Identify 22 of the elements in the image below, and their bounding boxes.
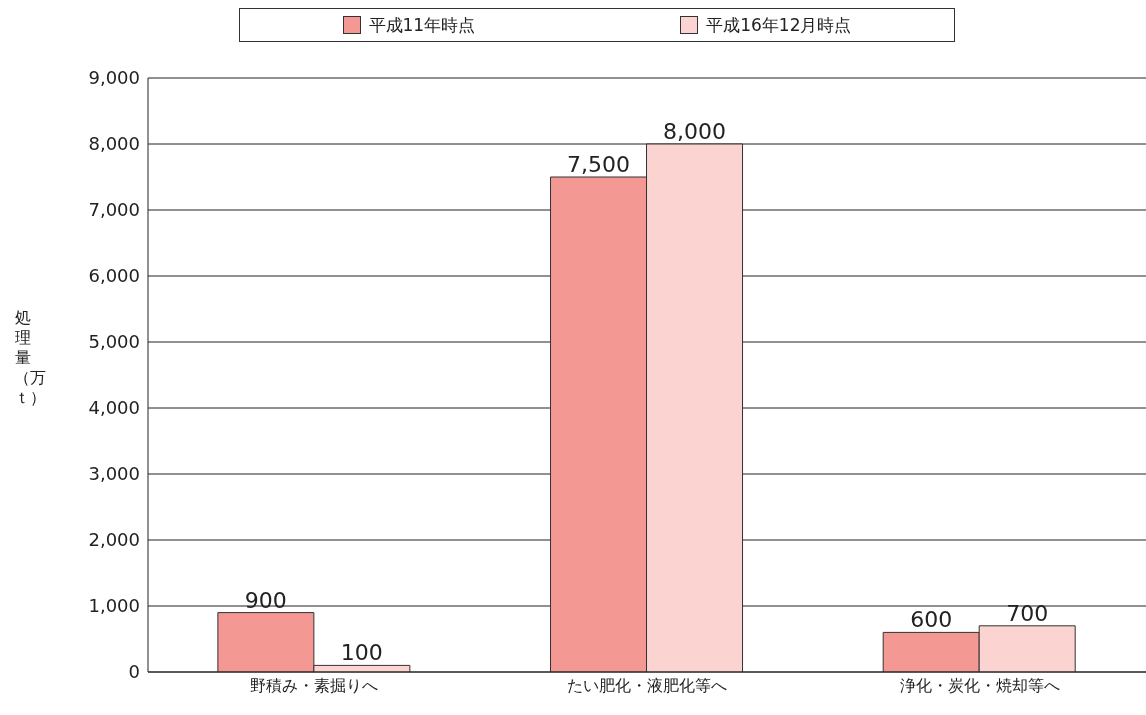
y-tick-label: 1,000 bbox=[88, 595, 140, 617]
y-tick-label: 3,000 bbox=[88, 463, 140, 485]
data-label: 900 bbox=[244, 587, 287, 613]
y-tick-label: 6,000 bbox=[88, 265, 140, 287]
y-tick-label: 5,000 bbox=[88, 331, 140, 353]
data-label: 100 bbox=[340, 640, 383, 666]
y-tick-label: 2,000 bbox=[88, 529, 140, 551]
x-tick-label: 野積み・素掘りへ bbox=[250, 676, 379, 696]
y-tick-label: 7,000 bbox=[88, 199, 140, 221]
legend-label: 平成11年時点 bbox=[367, 13, 476, 37]
y-tick-label: 0 bbox=[128, 661, 140, 683]
legend-label: 平成16年12月時点 bbox=[705, 13, 852, 37]
y-tick-label: 8,000 bbox=[88, 133, 140, 155]
y-tick-label: 9,000 bbox=[88, 67, 140, 89]
y-axis-title: 処理量（万ｔ） bbox=[14, 308, 46, 408]
x-tick-label: たい肥化・液肥化等へ bbox=[567, 676, 727, 696]
data-label: 7,500 bbox=[567, 152, 631, 177]
y-tick-label: 4,000 bbox=[88, 397, 140, 419]
data-label: 600 bbox=[910, 607, 953, 633]
data-label: 700 bbox=[1006, 600, 1049, 626]
x-tick-label: 浄化・炭化・焼却等へ bbox=[899, 676, 1060, 696]
data-label: 8,000 bbox=[663, 119, 727, 144]
